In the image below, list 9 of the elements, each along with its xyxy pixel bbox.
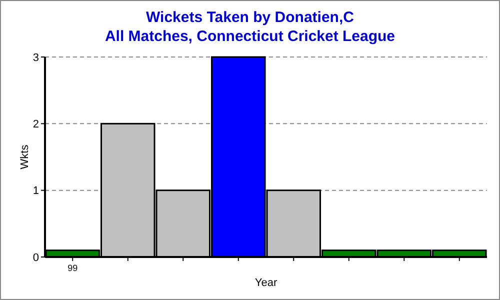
y-tick-label: 3 [32,52,39,64]
x-axis-title: Year [254,277,278,289]
chart-subtitle: All Matches, Connecticut Cricket League [104,28,396,45]
y-axis-title: Wkts [19,144,31,170]
chart-title: Wickets Taken by Donatien,C [146,9,354,26]
x-tick-label: 99 [68,263,78,273]
y-tick-label: 2 [32,118,39,131]
y-tick-label: 0 [32,252,39,264]
y-tick-label: 1 [32,185,39,198]
